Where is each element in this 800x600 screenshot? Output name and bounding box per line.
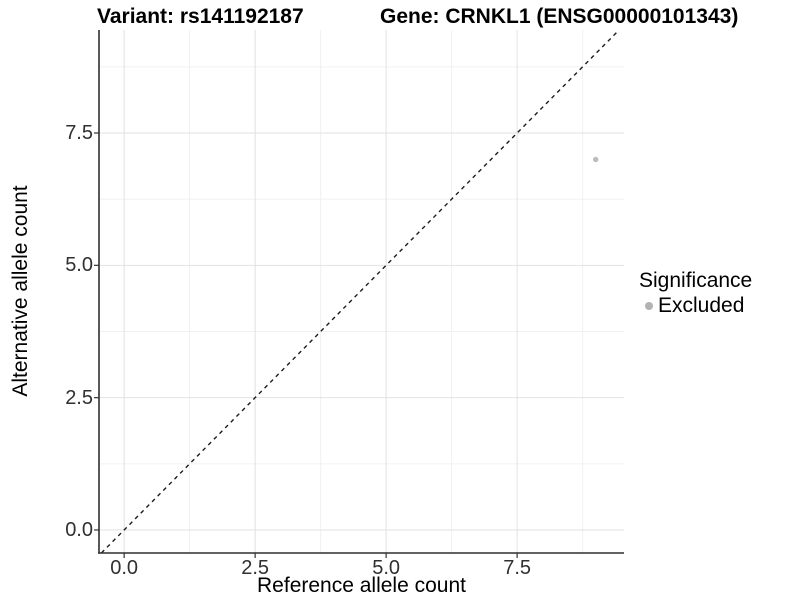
legend-title: Significance	[639, 269, 753, 292]
identity-line	[100, 29, 620, 554]
x-axis-title: Reference allele count	[257, 574, 466, 597]
plot-title-gene: Gene: CRNKL1 (ENSG00000101343)	[380, 5, 739, 28]
legend-item-excluded: Excluded	[639, 294, 752, 317]
x-tick-label: 0.0	[110, 557, 139, 579]
x-tick-label: 7.5	[503, 557, 532, 579]
x-tick-label: 5.0	[372, 557, 401, 579]
y-tick-label: 0.0	[65, 518, 93, 541]
y-tick-label: 5.0	[65, 254, 93, 277]
y-tick-label: 2.5	[65, 386, 93, 409]
data-point	[593, 156, 599, 163]
plot-title-variant: Variant: rs141192187	[97, 5, 304, 28]
x-tick-label: 2.5	[241, 557, 270, 579]
y-tick-label: 7.5	[65, 122, 93, 144]
legend-item-label: Excluded	[658, 294, 745, 317]
y-axis-title: Alternative allele count	[9, 185, 32, 397]
legend-key-point-icon	[645, 302, 653, 310]
legend: Significance Excluded	[639, 269, 752, 317]
